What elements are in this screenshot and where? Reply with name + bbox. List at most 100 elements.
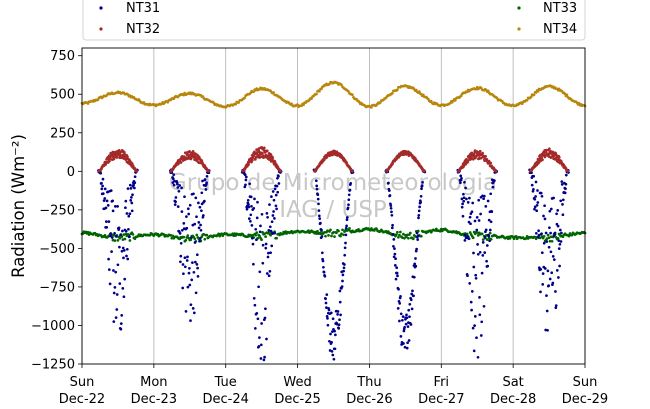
nt32-point [135,169,139,173]
nt34-point [296,103,299,107]
nt32-point [247,163,250,167]
nt31-point [470,308,473,312]
nt31-point [460,197,464,201]
nt31-point [398,319,401,323]
nt31-point [121,287,125,290]
nt31-point [542,214,545,218]
nt31-point [482,304,486,308]
nt33-point [116,239,120,242]
nt31-point [476,243,479,246]
nt31-point [322,265,325,269]
nt31-point [128,183,132,187]
nt31-point [253,327,257,330]
nt31-point [317,202,320,206]
nt34-point [315,92,318,96]
nt31-point [120,249,124,253]
nt31-point [460,176,463,180]
nt31-point [461,202,464,206]
nt31-point [474,276,478,280]
nt33-point [330,234,333,238]
data-points [80,80,587,362]
nt31-point [464,186,467,190]
nt31-point [485,259,488,263]
x-axis: Sun Dec-22 Mon Dec-23 Tue Dec-24 Wed Dec-25 Thu D… [59,364,608,407]
nt31-point [466,201,470,204]
nt31-point [419,194,423,198]
nt31-point [110,250,113,253]
nt31-point [259,343,263,347]
nt31-point [389,204,393,207]
nt32-point [466,160,470,164]
nt33-point [205,233,209,237]
nt31-point [252,296,256,300]
nt31-point [111,209,115,213]
nt31-point [122,249,126,252]
nt31-point [189,303,193,307]
nt31-point [391,223,394,227]
nt33-point [475,231,479,234]
nt32-point [548,147,551,151]
nt31-point [275,207,278,211]
nt31-point [190,278,194,282]
nt31-point [408,302,412,306]
nt31-point [107,220,111,223]
nt31-point [127,214,131,218]
nt31-point [487,234,491,238]
nt31-point [561,203,564,206]
nt31-point [265,337,268,341]
nt31-point [540,194,544,198]
legend-marker-nt32 [99,27,103,31]
nt32-point [262,146,266,150]
nt31-point [179,254,183,258]
nt31-point [468,196,471,200]
nt33-point [488,231,492,235]
nt33-point [170,236,174,240]
grid-lines [81,48,586,364]
nt31-point [410,292,414,296]
nt31-point [252,262,255,266]
nt32-point [422,169,426,173]
nt31-point [471,201,475,205]
nt31-point [421,181,424,184]
nt31-point [270,195,273,198]
nt31-point [276,190,280,194]
nt31-point [531,189,535,193]
nt31-point [185,259,189,262]
nt31-point [324,297,327,301]
nt31-point [133,175,137,179]
nt31-point [192,270,196,274]
nt31-point [133,181,137,185]
nt33-point [182,235,186,239]
nt31-point [188,283,192,287]
nt31-point [408,315,411,319]
nt31-point [247,205,251,209]
nt33-point [485,238,489,241]
nt33-point [263,232,266,236]
nt31-point [481,254,485,257]
nt33-point [341,228,344,232]
watermark: Grupo de Micrometeorologia IAG / USP [169,170,497,223]
nt31-point [199,223,202,227]
nt31-point [475,336,478,340]
nt31-point [414,257,417,260]
nt34-point [310,97,313,100]
nt31-point [347,198,351,202]
nt31-point [548,209,552,213]
nt31-point [130,209,134,213]
nt31-point [176,186,180,189]
nt34-point [318,89,321,93]
nt32-point [200,159,204,162]
nt31-point [102,199,106,202]
nt31-point [534,231,538,235]
nt31-point [390,226,394,230]
nt31-point [471,326,475,330]
nt33-point [476,234,480,237]
nt31-point [107,268,111,271]
nt31-point [475,228,479,232]
nt31-point [547,284,551,287]
nt31-point [197,226,201,230]
y-tick-label: 250 [50,126,75,141]
nt32-point [261,151,264,155]
nt31-point [469,300,473,304]
